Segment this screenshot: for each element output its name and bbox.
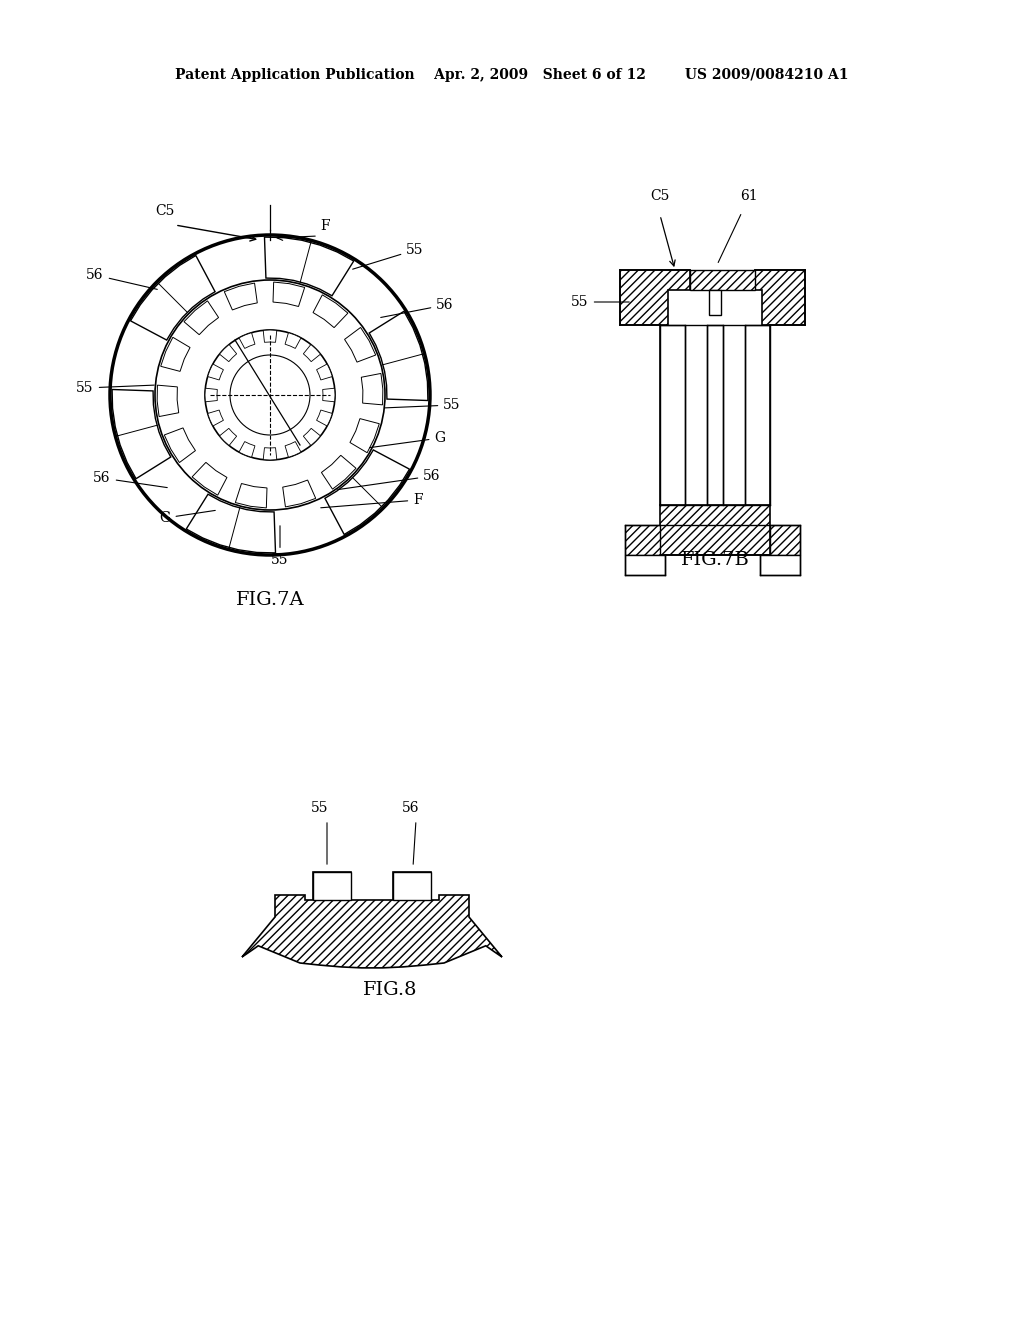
Text: 55: 55 bbox=[311, 801, 329, 814]
Text: C5: C5 bbox=[650, 189, 670, 203]
Polygon shape bbox=[313, 873, 351, 900]
Polygon shape bbox=[239, 442, 255, 457]
Polygon shape bbox=[224, 282, 257, 310]
Text: FIG.8: FIG.8 bbox=[362, 981, 417, 999]
Text: Patent Application Publication    Apr. 2, 2009   Sheet 6 of 12        US 2009/00: Patent Application Publication Apr. 2, 2… bbox=[175, 69, 849, 82]
Polygon shape bbox=[273, 282, 305, 306]
Text: 56: 56 bbox=[93, 471, 167, 487]
Polygon shape bbox=[770, 525, 800, 554]
Text: F: F bbox=[319, 219, 330, 234]
Polygon shape bbox=[236, 483, 267, 508]
Text: 56: 56 bbox=[338, 469, 440, 490]
Text: C5: C5 bbox=[155, 205, 174, 218]
Text: G: G bbox=[160, 511, 215, 525]
Polygon shape bbox=[322, 455, 356, 490]
Polygon shape bbox=[242, 873, 502, 968]
Polygon shape bbox=[625, 554, 665, 576]
Polygon shape bbox=[690, 271, 755, 290]
Polygon shape bbox=[709, 290, 721, 315]
Polygon shape bbox=[130, 256, 215, 341]
Text: 55: 55 bbox=[352, 243, 424, 269]
Polygon shape bbox=[361, 374, 383, 405]
Polygon shape bbox=[393, 873, 431, 900]
Text: 56: 56 bbox=[402, 801, 420, 814]
Polygon shape bbox=[264, 238, 353, 296]
Polygon shape bbox=[285, 333, 301, 348]
Text: 56: 56 bbox=[86, 268, 158, 289]
Polygon shape bbox=[205, 388, 217, 401]
Polygon shape bbox=[219, 345, 237, 362]
Polygon shape bbox=[208, 411, 223, 426]
Polygon shape bbox=[186, 494, 275, 553]
Text: 61: 61 bbox=[740, 189, 758, 203]
Text: 55: 55 bbox=[76, 381, 155, 395]
Polygon shape bbox=[303, 429, 321, 446]
Polygon shape bbox=[285, 442, 301, 457]
Polygon shape bbox=[161, 338, 190, 371]
Polygon shape bbox=[620, 271, 690, 325]
Polygon shape bbox=[625, 525, 660, 554]
Polygon shape bbox=[350, 418, 379, 453]
Polygon shape bbox=[263, 330, 276, 342]
Text: 55: 55 bbox=[271, 525, 289, 568]
Polygon shape bbox=[370, 312, 428, 400]
Polygon shape bbox=[323, 388, 335, 401]
Text: 56: 56 bbox=[381, 298, 454, 318]
Text: FIG.7A: FIG.7A bbox=[236, 591, 304, 609]
Polygon shape bbox=[184, 301, 218, 335]
Text: F: F bbox=[321, 492, 423, 508]
Polygon shape bbox=[303, 345, 321, 362]
Polygon shape bbox=[660, 325, 685, 506]
Polygon shape bbox=[208, 364, 223, 380]
Polygon shape bbox=[283, 480, 315, 507]
Text: G: G bbox=[370, 432, 445, 447]
Polygon shape bbox=[239, 333, 255, 348]
Polygon shape bbox=[157, 385, 179, 417]
Polygon shape bbox=[316, 411, 333, 426]
Polygon shape bbox=[755, 271, 805, 325]
Polygon shape bbox=[660, 506, 770, 554]
Polygon shape bbox=[316, 364, 333, 380]
Polygon shape bbox=[325, 450, 410, 535]
Polygon shape bbox=[112, 389, 171, 479]
Polygon shape bbox=[760, 554, 800, 576]
Text: FIG.7B: FIG.7B bbox=[681, 550, 750, 569]
Polygon shape bbox=[745, 325, 770, 506]
Polygon shape bbox=[193, 462, 227, 495]
Polygon shape bbox=[164, 428, 196, 462]
Text: 55: 55 bbox=[571, 294, 629, 309]
Polygon shape bbox=[707, 325, 723, 506]
Polygon shape bbox=[219, 429, 237, 446]
Polygon shape bbox=[263, 447, 276, 459]
Polygon shape bbox=[313, 294, 348, 327]
Polygon shape bbox=[344, 327, 376, 362]
Text: 55: 55 bbox=[385, 399, 461, 412]
